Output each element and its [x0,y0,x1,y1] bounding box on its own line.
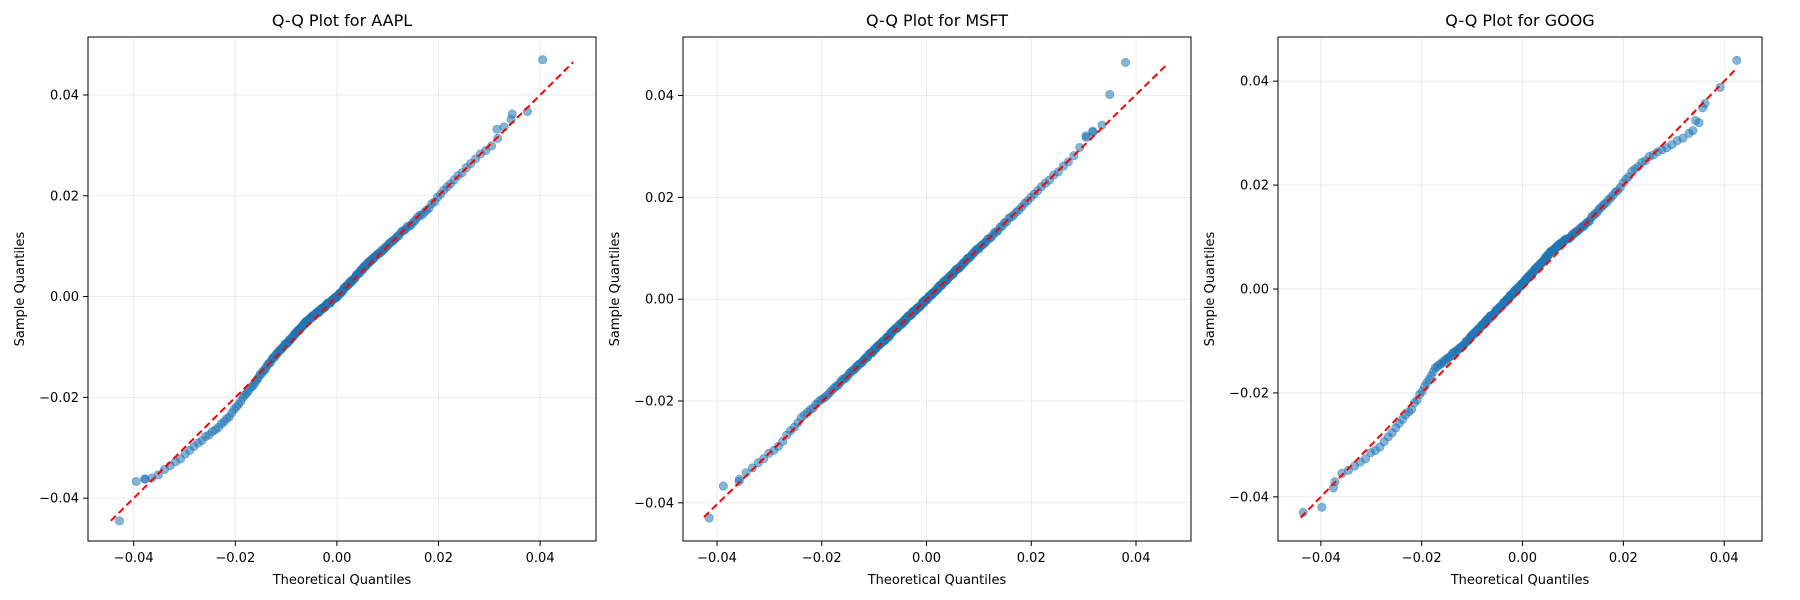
data-point [1678,133,1688,143]
data-point [1700,99,1710,109]
scatter-points [703,57,1169,523]
data-point [704,513,714,523]
x-tick-label: 0.02 [1017,551,1046,566]
x-tick-label: 0.02 [424,551,453,566]
data-point [1081,132,1091,142]
y-tick-label: 0.04 [645,89,674,104]
y-tick-label: −0.02 [1229,386,1269,401]
y-tick-label: −0.04 [634,496,674,511]
y-tick-label: −0.04 [1229,490,1269,505]
data-point [1688,126,1698,136]
chart-title: Q-Q Plot for GOOG [1445,11,1594,30]
x-tick-label: 0.00 [322,551,351,566]
x-axis-label: Theoretical Quantiles [1450,573,1590,588]
data-point [131,477,141,487]
y-tick-label: −0.04 [39,492,79,507]
data-point [1298,507,1308,517]
data-point [718,481,728,491]
data-point [1715,82,1725,92]
y-tick-label: 0.04 [50,88,79,103]
x-tick-label: −0.02 [215,551,255,566]
x-axis-label: Theoretical Quantiles [272,573,412,588]
scatter-points [1298,55,1742,519]
qq-panel-2: −0.04 −0.02 0.00 0.02 0.04 −0.04 −0.02 0.00 0.02… [1203,11,1763,588]
data-point [492,124,502,134]
chart-title: Q-Q Plot for MSFT [866,11,1008,30]
data-point [115,516,125,526]
scatter-points [110,55,574,526]
axes-frame [682,36,1192,542]
data-point [538,55,548,65]
reference-line [110,61,574,522]
data-point [1343,465,1353,475]
y-tick-label: 0.00 [50,290,79,305]
y-tick-label: 0.00 [645,293,674,308]
reference-line [703,63,1169,518]
x-tick-label: −0.04 [697,551,737,566]
y-axis-label: Sample Quantiles [1203,231,1218,346]
y-tick-label: 0.02 [50,189,79,204]
x-tick-label: 0.02 [1609,551,1638,566]
reference-line [1299,67,1738,519]
y-tick-label: 0.02 [645,191,674,206]
data-point [1732,55,1742,65]
data-point [507,109,517,119]
x-tick-label: 0.00 [912,551,941,566]
y-tick-label: −0.02 [634,395,674,410]
y-tick-label: 0.00 [1240,283,1269,298]
data-point [1088,127,1098,137]
qq-panel-0: −0.04 −0.02 0.00 0.02 0.04 −0.04 −0.02 0.00 0.02… [13,11,597,588]
data-point [1105,90,1115,100]
x-axis-label: Theoretical Quantiles [867,573,1007,588]
data-point [1121,57,1131,67]
chart-title: Q-Q Plot for AAPL [272,11,412,30]
x-tick-label: −0.04 [114,551,154,566]
data-point [1694,118,1704,128]
data-point [1075,142,1085,152]
axes-frame [87,36,597,542]
x-tick-label: −0.02 [1402,551,1442,566]
y-tick-label: 0.02 [1240,179,1269,194]
y-axis-label: Sample Quantiles [608,231,623,346]
x-tick-label: 0.00 [1508,551,1537,566]
x-tick-label: 0.04 [1122,551,1151,566]
data-point [1361,454,1371,464]
x-tick-label: −0.02 [802,551,842,566]
data-point [140,474,150,484]
data-point [747,463,757,473]
x-tick-label: 0.04 [526,551,555,566]
y-axis-label: Sample Quantiles [13,231,28,346]
y-tick-label: −0.02 [39,391,79,406]
qq-panel-1: −0.04 −0.02 0.00 0.02 0.04 −0.04 −0.02 0.00 0.02… [608,11,1192,588]
x-tick-label: 0.04 [1710,551,1739,566]
data-point [1317,502,1327,512]
y-tick-label: 0.04 [1240,75,1269,90]
x-tick-label: −0.04 [1301,551,1341,566]
